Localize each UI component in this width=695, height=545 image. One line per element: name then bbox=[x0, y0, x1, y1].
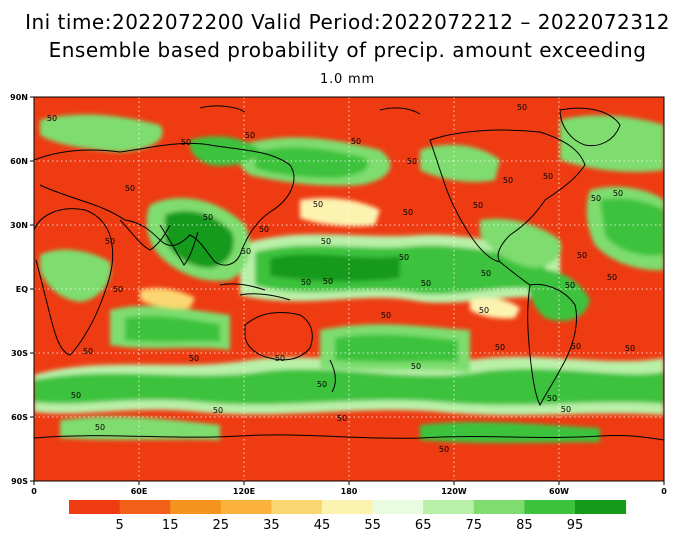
lat-label-eq: EQ bbox=[16, 285, 28, 294]
colorbar-swatch bbox=[473, 500, 525, 514]
title-threshold: 1.0 mm bbox=[320, 72, 375, 87]
lat-label-30s: 30S bbox=[11, 349, 28, 358]
lat-label-90n: 90N bbox=[10, 93, 28, 102]
colorbar-label: 95 bbox=[567, 518, 584, 533]
colorbar-label: 5 bbox=[115, 518, 123, 533]
contour-label-50: 50 bbox=[399, 253, 409, 262]
contour-label-50: 50 bbox=[547, 394, 557, 403]
colorbar-swatch bbox=[69, 500, 121, 514]
contour-label-50: 50 bbox=[613, 189, 623, 198]
colorbar-swatch bbox=[575, 500, 627, 514]
contour-label-50: 50 bbox=[571, 342, 581, 351]
lat-label-60n: 60N bbox=[10, 157, 28, 166]
contour-label-50: 50 bbox=[245, 131, 255, 140]
colorbar-swatch bbox=[220, 500, 272, 514]
colorbar-label: 85 bbox=[516, 518, 533, 533]
title-init-valid: Ini time:2022072200 Valid Period:2022072… bbox=[25, 10, 670, 34]
colorbar: 5 15 25 35 45 55 65 75 85 95 bbox=[69, 500, 627, 533]
contour-label-50: 50 bbox=[607, 273, 617, 282]
lon-label-120w: 120W bbox=[441, 487, 467, 496]
lon-label-180: 180 bbox=[341, 487, 358, 496]
contour-label-50: 50 bbox=[503, 176, 513, 185]
coastlines bbox=[34, 105, 664, 441]
contour-label-50: 50 bbox=[577, 251, 587, 260]
contour-label-50: 50 bbox=[71, 391, 81, 400]
contour-label-50: 50 bbox=[213, 406, 223, 415]
colorbar-swatch bbox=[524, 500, 576, 514]
contour-labels: 50 50 50 50 50 50 50 50 50 50 50 50 50 50 50 50 50 50 50 50… bbox=[47, 103, 635, 454]
contour-label-50: 50 bbox=[313, 200, 323, 209]
contour-label-50: 50 bbox=[473, 201, 483, 210]
contour-label-50: 50 bbox=[203, 213, 213, 222]
contour-label-50: 50 bbox=[421, 279, 431, 288]
lon-label-60e: 60E bbox=[131, 487, 148, 496]
lon-label-0-west: 0 bbox=[31, 487, 37, 496]
contour-label-50: 50 bbox=[407, 157, 417, 166]
contour-label-50: 50 bbox=[301, 278, 311, 287]
precip-field bbox=[34, 114, 664, 443]
colorbar-label: 75 bbox=[466, 518, 483, 533]
contour-label-50: 50 bbox=[543, 172, 553, 181]
lon-label-0-east: 0 bbox=[661, 487, 667, 496]
contour-label-50: 50 bbox=[189, 354, 199, 363]
colorbar-swatch bbox=[423, 500, 475, 514]
colorbar-label: 35 bbox=[263, 518, 280, 533]
lon-label-120e: 120E bbox=[233, 487, 255, 496]
colorbar-label: 65 bbox=[415, 518, 432, 533]
contour-label-50: 50 bbox=[439, 445, 449, 454]
contour-label-50: 50 bbox=[351, 137, 361, 146]
colorbar-swatch bbox=[170, 500, 222, 514]
colorbar-label: 45 bbox=[314, 518, 331, 533]
contour-label-50: 50 bbox=[517, 103, 527, 112]
colorbar-label: 25 bbox=[213, 518, 230, 533]
colorbar-swatch bbox=[271, 500, 323, 514]
map-fill-layer: 50 50 50 50 50 50 50 50 50 50 50 50 50 50 50 50 50 50 50 50… bbox=[34, 97, 664, 481]
contour-label-50: 50 bbox=[241, 247, 251, 256]
colorbar-swatch bbox=[372, 500, 424, 514]
contour-label-50: 50 bbox=[321, 237, 331, 246]
contour-label-50: 50 bbox=[591, 194, 601, 203]
graticule bbox=[34, 97, 664, 481]
contour-label-50: 50 bbox=[337, 414, 347, 423]
contour-label-50: 50 bbox=[479, 306, 489, 315]
contour-label-50: 50 bbox=[275, 354, 285, 363]
tick-marks bbox=[30, 96, 665, 485]
colorbar-swatch bbox=[119, 500, 171, 514]
contour-label-50: 50 bbox=[625, 344, 635, 353]
contour-label-50: 50 bbox=[411, 362, 421, 371]
contour-label-50: 50 bbox=[113, 285, 123, 294]
lat-label-30n: 30N bbox=[10, 221, 28, 230]
lat-label-60s: 60S bbox=[11, 413, 28, 422]
colorbar-label: 15 bbox=[162, 518, 179, 533]
lon-label-60w: 60W bbox=[549, 487, 569, 496]
contour-label-50: 50 bbox=[95, 423, 105, 432]
contour-label-50: 50 bbox=[481, 269, 491, 278]
contour-label-50: 50 bbox=[565, 281, 575, 290]
contour-label-50: 50 bbox=[83, 347, 93, 356]
contour-label-50: 50 bbox=[403, 208, 413, 217]
contour-label-50: 50 bbox=[381, 311, 391, 320]
title-description: Ensemble based probability of precip. am… bbox=[48, 38, 647, 62]
contour-label-50: 50 bbox=[181, 138, 191, 147]
contour-label-50: 50 bbox=[323, 277, 333, 286]
contour-label-50: 50 bbox=[105, 237, 115, 246]
contour-label-50: 50 bbox=[125, 184, 135, 193]
colorbar-swatch bbox=[322, 500, 374, 514]
latitude-labels: 90N 60N 30N EQ 30S 60S 90S bbox=[10, 93, 28, 486]
contour-label-50: 50 bbox=[495, 343, 505, 352]
colorbar-label: 55 bbox=[364, 518, 381, 533]
lat-label-90s: 90S bbox=[11, 477, 28, 486]
contour-label-50: 50 bbox=[561, 405, 571, 414]
contour-label-50: 50 bbox=[317, 380, 327, 389]
longitude-labels: 0 60E 120E 180 120W 60W 0 bbox=[31, 487, 667, 496]
contour-label-50: 50 bbox=[47, 114, 57, 123]
contour-label-50: 50 bbox=[259, 225, 269, 234]
